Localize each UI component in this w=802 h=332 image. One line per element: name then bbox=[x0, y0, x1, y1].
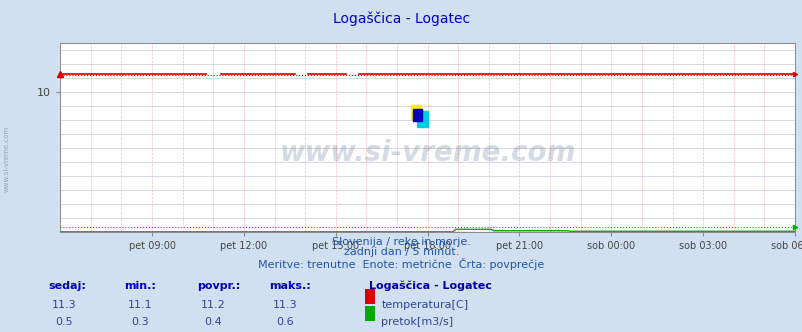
Text: zadnji dan / 5 minut.: zadnji dan / 5 minut. bbox=[343, 247, 459, 257]
Text: povpr.:: povpr.: bbox=[196, 281, 240, 290]
Text: Slovenija / reke in morje.: Slovenija / reke in morje. bbox=[332, 237, 470, 247]
Text: maks.:: maks.: bbox=[269, 281, 310, 290]
Text: www.si-vreme.com: www.si-vreme.com bbox=[279, 139, 575, 167]
Bar bbox=[411, 105, 420, 119]
Text: Logaščica - Logatec: Logaščica - Logatec bbox=[333, 12, 469, 26]
Text: 0.4: 0.4 bbox=[204, 317, 221, 327]
Text: sedaj:: sedaj: bbox=[48, 281, 86, 290]
Text: temperatura[C]: temperatura[C] bbox=[381, 300, 468, 310]
Text: 11.3: 11.3 bbox=[273, 300, 297, 310]
Text: min.:: min.: bbox=[124, 281, 156, 290]
Bar bbox=[412, 109, 421, 121]
Text: Logaščica - Logatec: Logaščica - Logatec bbox=[369, 281, 492, 291]
Text: 11.2: 11.2 bbox=[200, 300, 225, 310]
Text: 0.5: 0.5 bbox=[55, 317, 73, 327]
Text: Meritve: trenutne  Enote: metrične  Črta: povprečje: Meritve: trenutne Enote: metrične Črta: … bbox=[258, 258, 544, 270]
Text: www.si-vreme.com: www.si-vreme.com bbox=[3, 126, 10, 193]
Text: pretok[m3/s]: pretok[m3/s] bbox=[381, 317, 453, 327]
Text: 0.3: 0.3 bbox=[132, 317, 149, 327]
Text: 11.3: 11.3 bbox=[52, 300, 76, 310]
Bar bbox=[416, 112, 427, 127]
Text: 0.6: 0.6 bbox=[276, 317, 294, 327]
Text: 11.1: 11.1 bbox=[128, 300, 152, 310]
